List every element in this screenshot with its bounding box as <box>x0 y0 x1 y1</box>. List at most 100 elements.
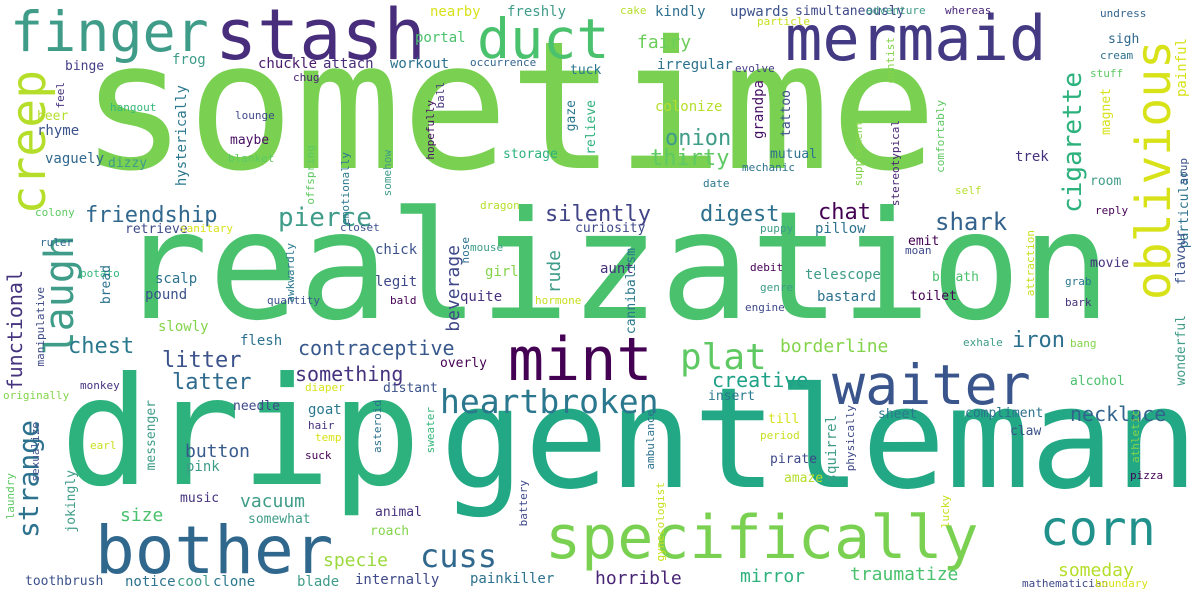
word-alcohol: alcohol <box>1070 374 1125 389</box>
word-beer: beer <box>37 109 69 124</box>
word-cake: cake <box>620 4 647 17</box>
word-earl: earl <box>90 439 117 452</box>
word-evolve: evolve <box>735 62 775 75</box>
word-plat: plat <box>680 337 767 378</box>
word-friendship: friendship <box>85 203 218 228</box>
word-goat: goat <box>308 402 342 418</box>
word-telescope: telescope <box>805 267 881 283</box>
word-chat: chat <box>818 200 871 225</box>
word-grandpa: grandpa <box>751 80 767 140</box>
word-laundry: laundry <box>4 473 17 520</box>
word-notice: notice <box>125 574 176 590</box>
word-attraction: attraction <box>1024 230 1037 297</box>
word-undress: undress <box>1100 7 1147 20</box>
word-music: music <box>180 491 220 506</box>
word-cuss: cuss <box>420 537 498 575</box>
word-insert: insert <box>708 389 755 404</box>
word-functional: functional <box>3 270 27 391</box>
word-slowly: slowly <box>158 319 209 335</box>
word-temp: temp <box>315 431 342 444</box>
word-roach: roach <box>370 524 410 539</box>
word-sanitary: sanitary <box>180 222 233 235</box>
word-somehow: somehow <box>381 150 394 197</box>
word-oblivious: oblivious <box>1126 40 1182 301</box>
word-magnet: magnet <box>1099 88 1114 135</box>
word-self: self <box>955 184 982 197</box>
word-mirror: mirror <box>740 566 806 587</box>
word-contraceptive: contraceptive <box>298 336 455 360</box>
word-dizzy: dizzy <box>108 156 148 171</box>
word-pierce: pierce <box>278 203 372 233</box>
word-mutual: mutual <box>770 147 817 162</box>
word-mechanic: mechanic <box>742 161 795 174</box>
word-stuff: stuff <box>1090 67 1124 80</box>
word-chick: chick <box>375 242 418 258</box>
word-gaze: gaze <box>564 100 579 132</box>
word-aunt: aunt <box>600 261 634 277</box>
word-specifically: specifically <box>545 503 979 573</box>
word-needle: needle <box>233 399 280 414</box>
word-emit: emit <box>908 234 940 249</box>
word-engine: engine <box>745 301 785 314</box>
word-mermaid: mermaid <box>785 2 1047 75</box>
word-toilet: toilet <box>910 289 957 304</box>
word-particle: particle <box>757 15 810 28</box>
word-colony: colony <box>35 206 75 219</box>
word-sweater: sweater <box>424 407 437 454</box>
word-adventure: adventure <box>866 4 926 17</box>
word-claw: claw <box>1010 424 1042 439</box>
word-binge: binge <box>65 59 105 74</box>
word-bark: bark <box>1065 296 1092 309</box>
word-borderline: borderline <box>780 336 889 357</box>
word-amaze: amaze <box>784 471 824 486</box>
word-tuck: tuck <box>570 63 602 78</box>
word-mouse: mouse <box>470 241 504 254</box>
word-exhale: exhale <box>963 336 1003 349</box>
word-portal: portal <box>415 30 466 46</box>
word-ambulance: ambulance <box>644 410 657 470</box>
word-whereas: whereas <box>945 4 992 17</box>
word-sexualize: sexualize <box>29 422 42 482</box>
word-flavour: flavour <box>1174 230 1189 285</box>
word-room: room <box>1090 174 1122 189</box>
word-workout: workout <box>390 56 450 72</box>
word-kindly: kindly <box>655 4 706 20</box>
word-stereotypical: stereotypical <box>889 120 902 207</box>
word-trek: trek <box>1015 149 1049 165</box>
word-size: size <box>120 505 164 526</box>
word-diaper: diaper <box>305 381 345 394</box>
word-ruler: ruler <box>40 236 74 249</box>
word-duct: duct <box>477 7 610 71</box>
word-upwards: upwards <box>730 4 790 20</box>
word-cream: cream <box>1100 49 1134 62</box>
word-toothbrush: toothbrush <box>25 574 104 589</box>
word-rude: rude <box>544 250 565 294</box>
word-asteroid: asteroid <box>371 400 384 453</box>
word-sigh: sigh <box>1108 32 1140 47</box>
word-mathematician: mathematician <box>1022 577 1109 590</box>
word-finger: finger <box>10 0 209 64</box>
word-scalp: scalp <box>155 271 198 287</box>
word-sheet: sheet <box>878 407 918 422</box>
word-period: period <box>760 429 800 442</box>
word-digest: digest <box>700 202 780 227</box>
word-frog: frog <box>172 52 206 68</box>
word-messenger: messenger <box>144 400 159 471</box>
word-squirrel: squirrel <box>824 415 840 483</box>
word-something: something <box>295 362 404 386</box>
word-hopefully: hopefully <box>424 100 437 160</box>
word-hangout: hangout <box>110 101 157 114</box>
word-pirate: pirate <box>770 452 817 467</box>
word-reply: reply <box>1095 204 1129 217</box>
word-silently: silently <box>545 202 651 227</box>
word-corn: corn <box>1040 501 1156 557</box>
word-originally: originally <box>3 389 70 402</box>
word-compliment: compliment <box>965 406 1044 421</box>
word-bang: bang <box>1070 337 1097 350</box>
word-lounge: lounge <box>235 109 275 122</box>
word-athletic: athletic <box>1129 410 1142 463</box>
word-curiosity: curiosity <box>575 221 646 236</box>
word-dentist: dentist <box>884 37 897 84</box>
word-horrible: horrible <box>595 568 682 589</box>
